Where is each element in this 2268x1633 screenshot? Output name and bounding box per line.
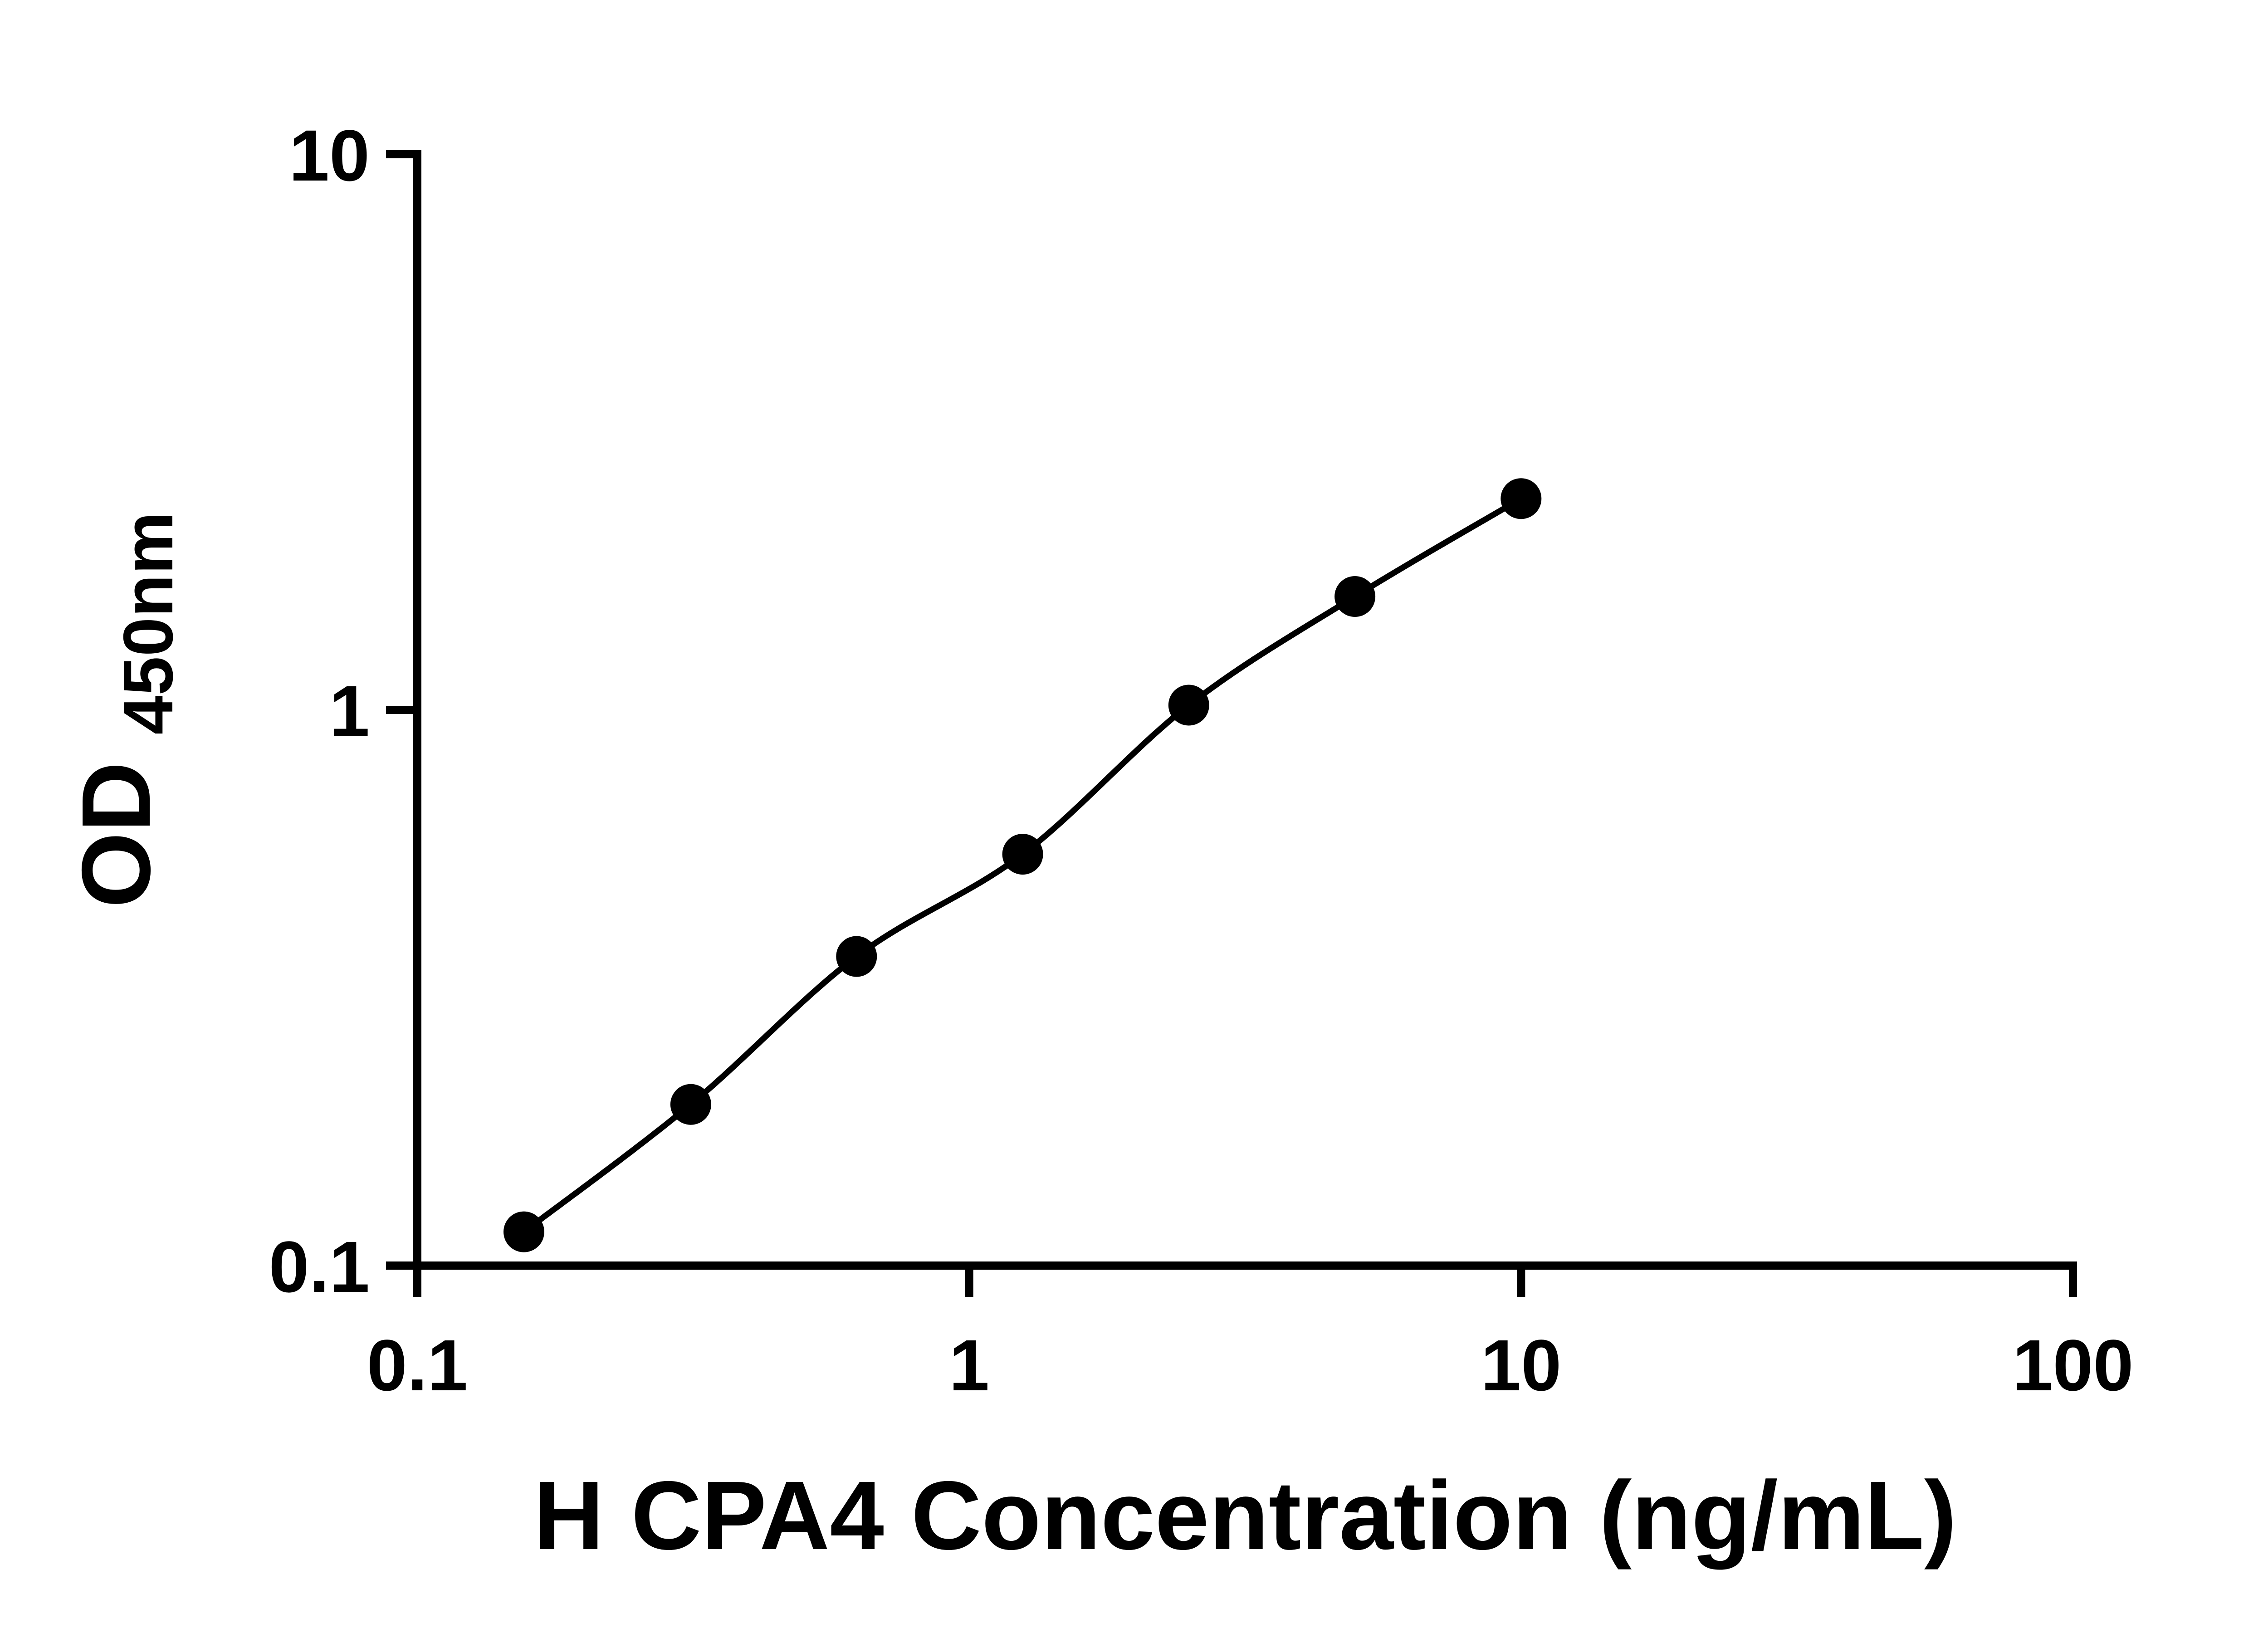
x-tick-label: 1	[949, 1325, 989, 1406]
data-point	[503, 1211, 544, 1252]
y-tick-label: 0.1	[269, 1226, 370, 1307]
data-points	[503, 478, 1542, 1252]
x-tick-label: 100	[2013, 1325, 2134, 1406]
y-tick-label: 10	[289, 115, 370, 196]
y-axis-title: OD 450nm	[61, 512, 187, 908]
data-point	[1501, 478, 1542, 519]
data-point	[1002, 834, 1043, 875]
data-point	[1334, 576, 1376, 617]
x-tick-label: 0.1	[367, 1325, 468, 1406]
x-tick-label: 10	[1481, 1325, 1561, 1406]
data-point	[670, 1084, 711, 1125]
y-axis-title-subscript: 450nm	[109, 512, 187, 734]
axes	[386, 150, 2077, 1297]
x-axis-title: H CPA4 Concentration (ng/mL)	[533, 1461, 1956, 1570]
plot-area: 0.1 1 10 100 0.1 1 10	[269, 115, 2134, 1406]
y-axis-title-main: OD	[61, 762, 171, 908]
data-point	[1168, 684, 1209, 726]
y-tick-label: 1	[329, 670, 370, 752]
data-point	[836, 936, 877, 977]
